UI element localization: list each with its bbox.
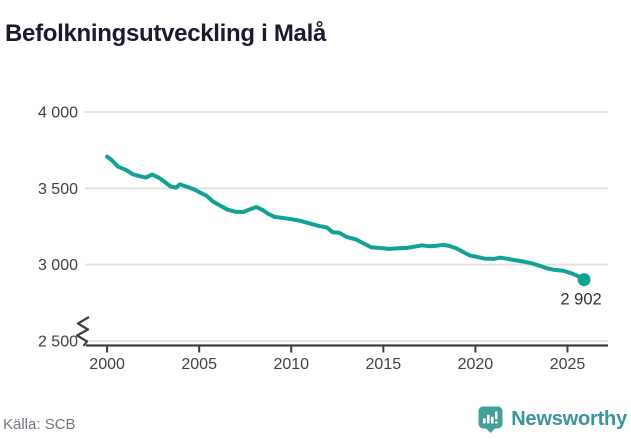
last-value-label: 2 902 [560,291,601,309]
svg-text:2020: 2020 [458,356,494,373]
brand-name: Newsworthy [511,408,627,430]
svg-text:3 000: 3 000 [38,257,78,274]
svg-text:2 500: 2 500 [38,334,78,351]
gridlines [85,111,608,342]
svg-text:2005: 2005 [181,356,217,373]
page-title: Befolkningsutveckling i Malå [5,20,327,48]
newsworthy-logo-icon [478,406,503,433]
axis-break-icon [75,316,90,347]
svg-text:3 500: 3 500 [38,181,78,198]
population-line-chart: 4 000 3 500 3 000 2 500 2000 2005 2010 2015 2020… [38,105,608,374]
svg-text:2000: 2000 [89,356,125,373]
svg-text:2025: 2025 [550,356,586,373]
svg-text:2010: 2010 [273,356,309,373]
svg-text:2015: 2015 [366,356,402,373]
svg-text:4 000: 4 000 [38,105,78,122]
newsworthy-brand: Newsworthy [478,406,627,433]
data-series-line [105,154,591,287]
x-axis [86,344,608,353]
source-note: Källa: SCB [3,416,76,433]
axis-tick-labels: 4 000 3 500 3 000 2 500 2000 2005 2010 2015 2020… [38,105,585,374]
